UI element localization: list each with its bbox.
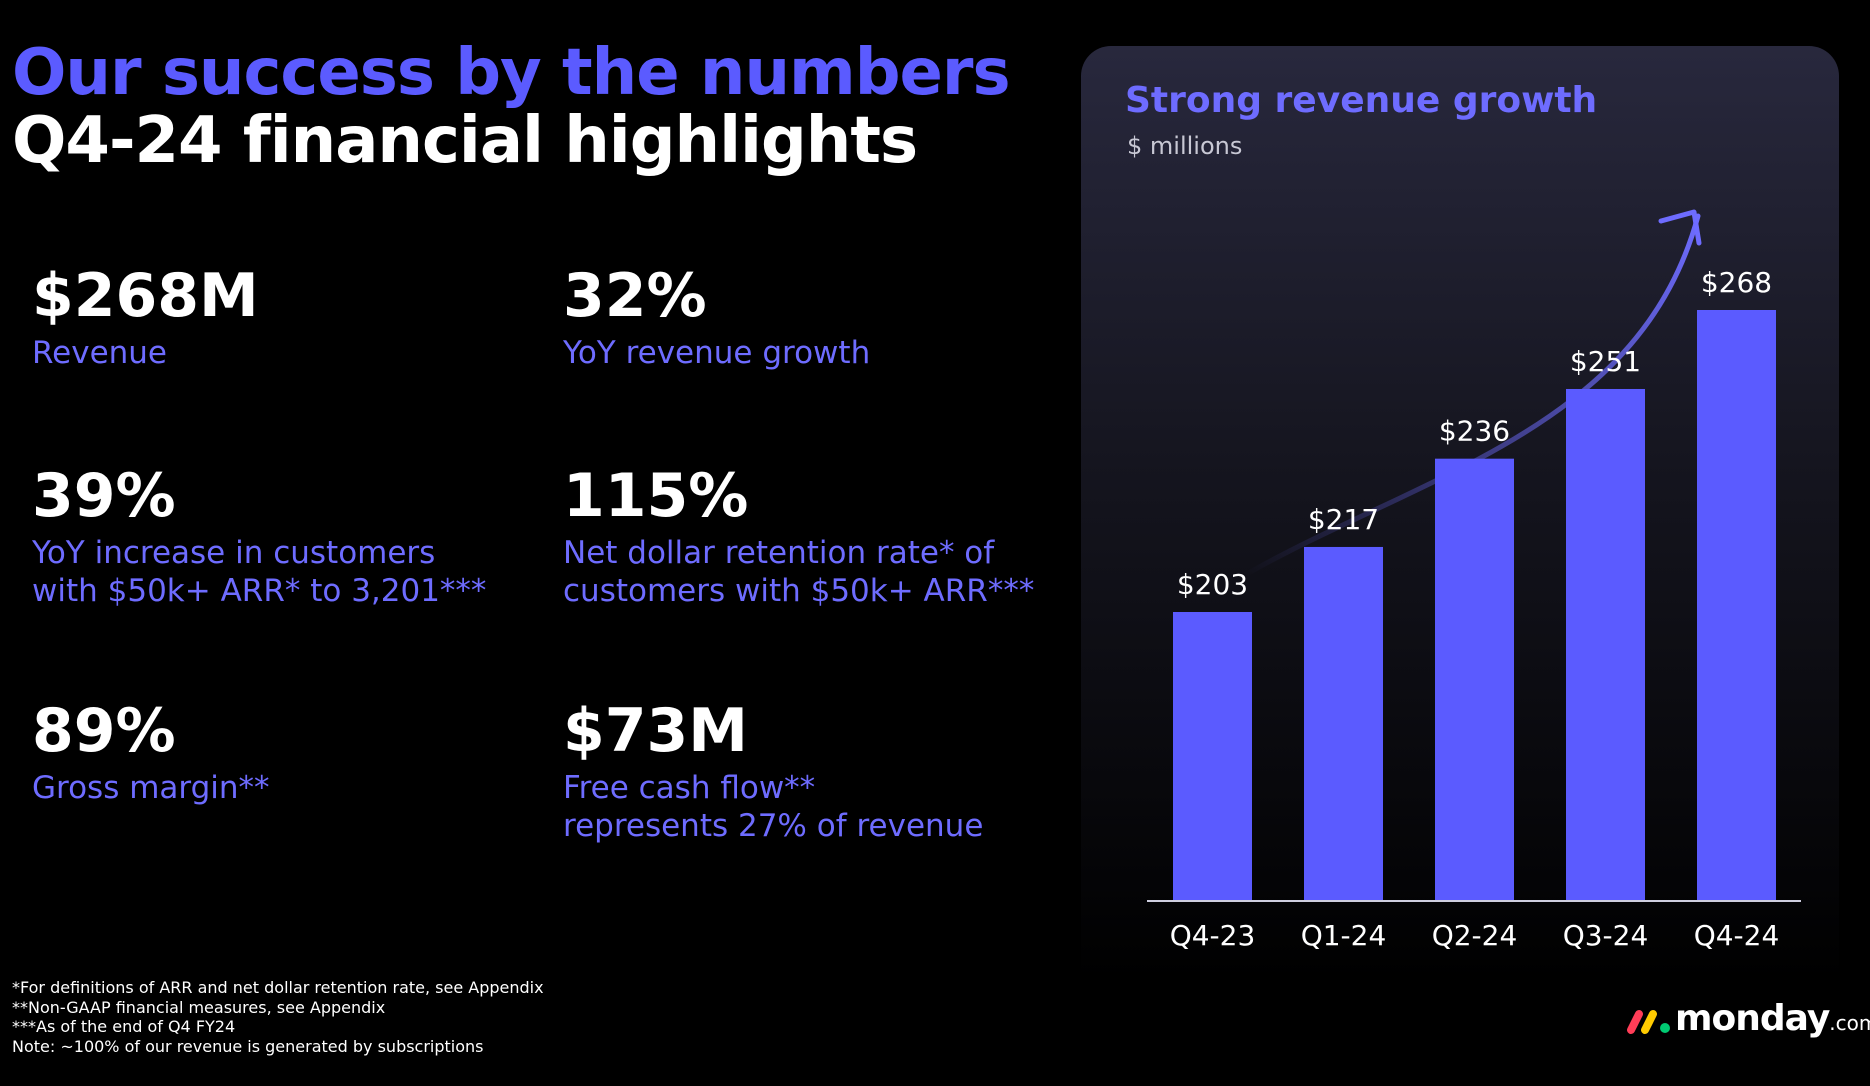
metric-label: YoY increase in customers <box>32 535 436 571</box>
logo-wordmark: monday.com <box>1675 998 1870 1039</box>
metric-gross-margin: 89% Gross margin** <box>32 700 270 807</box>
x-tick-label: Q3-24 <box>1563 919 1649 952</box>
metric-value: 115% <box>563 461 749 531</box>
page-subtitle: Q4-24 financial highlights <box>12 104 918 178</box>
growth-arrow-line <box>1242 213 1701 578</box>
chart-unit-label: $ millions <box>1127 132 1243 160</box>
bar-q4-24 <box>1697 310 1776 901</box>
metric-label: Gross margin** <box>32 770 270 806</box>
x-tick-label: Q4-23 <box>1170 919 1256 952</box>
bar-value-label: $251 <box>1570 345 1641 378</box>
metric-label-line-2: represents 27% of revenue <box>563 808 984 844</box>
metric-yoy-revenue-growth: 32% YoY revenue growth <box>563 265 870 372</box>
bar-value-label: $236 <box>1439 415 1510 448</box>
bar-value-label: $268 <box>1701 266 1772 299</box>
metric-label: Free cash flow** <box>563 770 816 806</box>
x-tick-label: Q4-24 <box>1694 919 1780 952</box>
metric-value: $73M <box>563 696 748 766</box>
x-tick-label: Q1-24 <box>1301 919 1387 952</box>
chart-title: Strong revenue growth <box>1125 80 1598 121</box>
metric-label-line-2: with $50k+ ARR* to 3,201*** <box>32 573 487 609</box>
footnote: *For definitions of ARR and net dollar r… <box>12 978 544 997</box>
bar-value-label: $203 <box>1177 568 1248 601</box>
x-tick-label: Q2-24 <box>1432 919 1518 952</box>
metric-label-line-2: customers with $50k+ ARR*** <box>563 573 1035 609</box>
metric-value: $268M <box>32 261 259 331</box>
metric-label: YoY revenue growth <box>563 335 871 371</box>
monday-logo-icon <box>1627 1010 1670 1034</box>
revenue-bar-chart: $203 Q4-23 $217 Q1-24 $236 Q2-24 $251 Q3-24 $268… <box>1147 209 1801 952</box>
footnote: **Non-GAAP financial measures, see Appen… <box>12 997 386 1017</box>
footnote: ***As of the end of Q4 FY24 <box>12 1017 236 1036</box>
metric-revenue: $268M Revenue <box>32 265 259 372</box>
footnotes: *For definitions of ARR and net dollar r… <box>12 978 544 1056</box>
metric-value: 39% <box>32 461 176 531</box>
metric-label: Net dollar retention rate* of <box>563 535 995 571</box>
footnote: Note: ~100% of our revenue is generated … <box>12 1036 484 1056</box>
metric-net-dollar-retention: 115% Net dollar retention rate* of custo… <box>563 465 1034 610</box>
bar-q4-23 <box>1173 612 1252 901</box>
bar-value-label: $217 <box>1308 503 1379 536</box>
bar-q3-24 <box>1566 388 1645 901</box>
metric-customer-increase: 39% YoY increase in customers with $50k+… <box>32 465 486 610</box>
page-title: Our success by the numbers <box>12 36 1011 110</box>
bar-q1-24 <box>1304 546 1383 901</box>
monday-logo: monday.com <box>1625 998 1870 1044</box>
logo-suffix: .com <box>1829 1011 1870 1035</box>
metric-value: 89% <box>32 696 176 766</box>
logo-text: monday <box>1675 998 1830 1039</box>
metric-label: Revenue <box>32 335 168 371</box>
metric-value: 32% <box>563 261 707 331</box>
growth-arrow-head <box>1658 209 1702 246</box>
bar-q2-24 <box>1435 458 1514 901</box>
metric-free-cash-flow: $73M Free cash flow** represents 27% of … <box>563 700 983 845</box>
